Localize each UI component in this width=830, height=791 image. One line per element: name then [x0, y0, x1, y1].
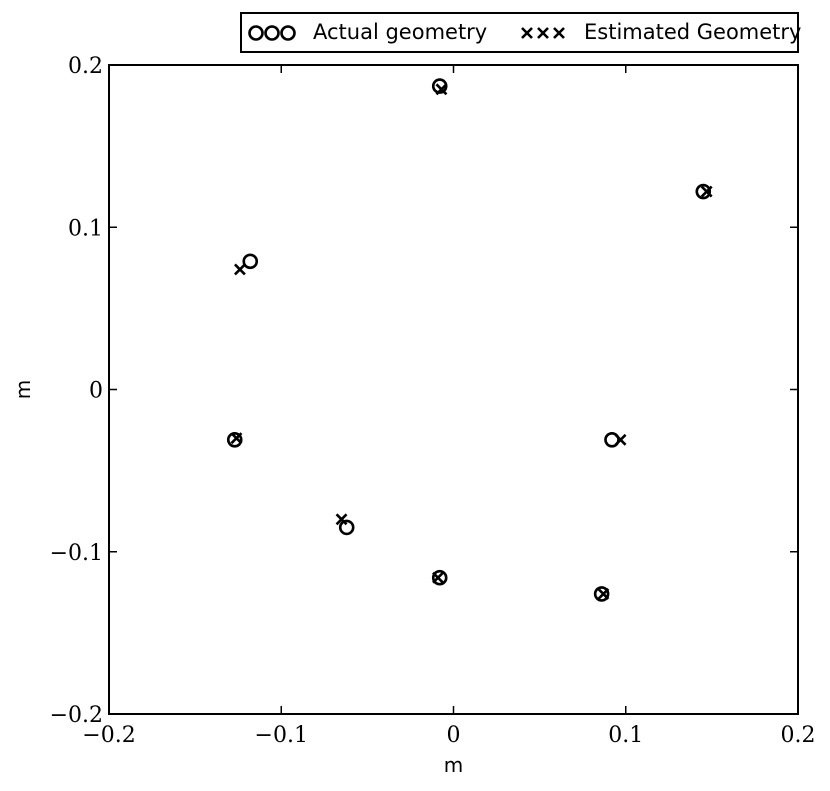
x-tick-label: 0 [447, 723, 461, 748]
estimated-geometry-point [700, 185, 713, 198]
y-tick-label: 0.1 [68, 216, 103, 241]
x-tick-label: 0.1 [608, 723, 643, 748]
y-axis-label: m [11, 380, 35, 399]
data-markers [226, 78, 713, 602]
x-tick-label: −0.1 [255, 723, 308, 748]
legend-circle-marker [248, 25, 264, 41]
x-axis-label: m [444, 753, 463, 777]
legend: Actual geometry Estimated Geometry [240, 12, 801, 53]
actual-geometry-point [226, 431, 243, 448]
actual-geometry-point [695, 183, 712, 200]
y-tick-label: −0.2 [50, 703, 103, 728]
estimated-geometry-point [597, 588, 610, 600]
legend-label-estimated: Estimated Geometry [584, 20, 801, 44]
actual-geometry-point [604, 431, 620, 448]
estimated-geometry-point [335, 513, 348, 526]
plot-frame [108, 64, 799, 715]
actual-geometry-point [242, 253, 259, 270]
legend-box [240, 12, 799, 53]
axis-tick-labels: −0.2 −0.1 0 0.1 0.2 −0.2 −0.1 0 0.1 0.2 [50, 54, 816, 748]
y-tick-label: 0 [89, 379, 103, 404]
x-tick-label: −0.2 [82, 723, 135, 748]
estimated-geometry-point [432, 571, 444, 584]
y-tick-label: −0.1 [50, 541, 103, 566]
estimated-geometry-point [614, 433, 627, 446]
legend-circle-marker [280, 25, 296, 41]
actual-geometry-point [431, 569, 448, 586]
estimated-geometry-point [233, 263, 246, 276]
estimated-geometry-point [435, 83, 448, 96]
legend-label-actual: Actual geometry [313, 20, 487, 44]
actual-geometry-point [593, 586, 610, 602]
axis-ticks [108, 64, 799, 715]
legend-x-marker [521, 27, 533, 39]
legend-x-marker [553, 27, 565, 39]
actual-geometry-point [338, 519, 355, 536]
y-tick-label: 0.2 [68, 54, 103, 79]
x-tick-label: 0.2 [781, 723, 816, 748]
legend-circle-marker [264, 25, 280, 41]
legend-marker-estimated [521, 27, 565, 39]
estimated-geometry-point [230, 432, 243, 445]
legend-marker-actual [248, 25, 296, 41]
legend-x-marker [537, 27, 549, 39]
